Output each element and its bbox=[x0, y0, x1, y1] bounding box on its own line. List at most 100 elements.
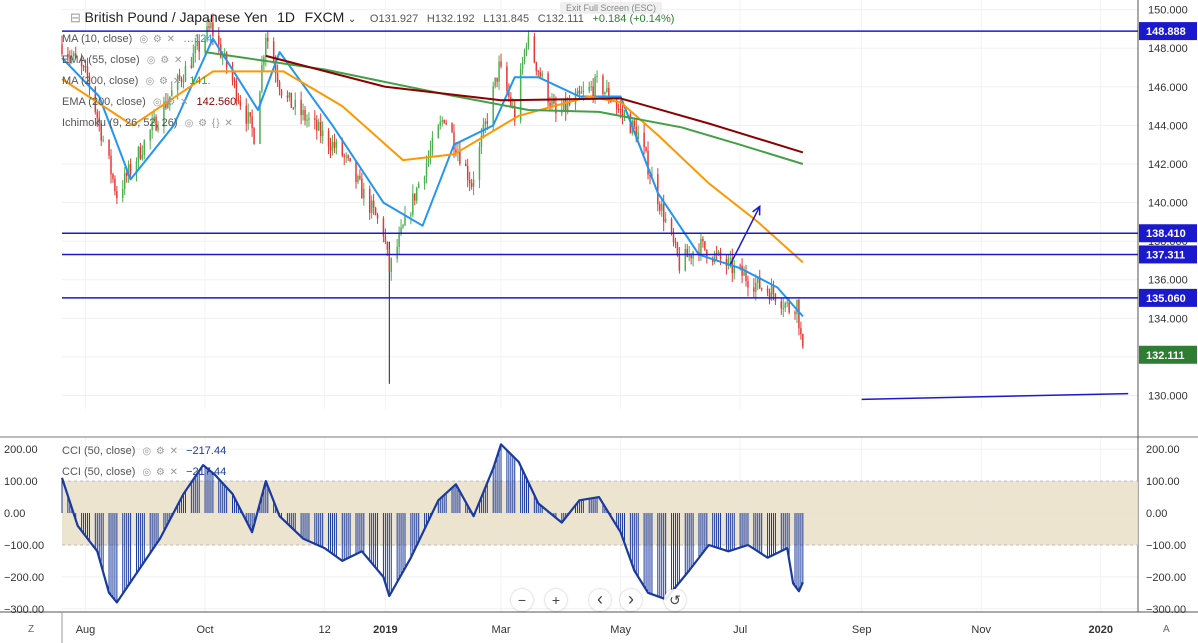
candle-body bbox=[521, 62, 524, 69]
candle-body bbox=[635, 126, 638, 140]
scroll-left-button[interactable]: ‹ bbox=[589, 589, 611, 611]
legend-ichimoku[interactable]: Ichimoku (9, 26, 52, 26) ◎ ⚙ {} ✕ bbox=[62, 117, 234, 129]
legend-ema200[interactable]: EMA (200, close) ◎ ⚙ ✕ 142.560 bbox=[62, 96, 236, 108]
legend-ma10[interactable]: MA (10, close) ◎ ⚙ ✕ …124 bbox=[62, 33, 212, 45]
candle-body bbox=[412, 193, 414, 215]
time-tick-label: 12 bbox=[319, 624, 331, 636]
candle-body bbox=[786, 302, 788, 304]
cci-tick-label-right: −100.00 bbox=[1146, 540, 1186, 552]
exit-full-screen-button[interactable]: Exit Full Screen (ESC) bbox=[560, 2, 663, 14]
candle-body bbox=[359, 176, 361, 179]
symbol-source[interactable]: FXCM bbox=[304, 9, 345, 25]
legend-settings-icon[interactable]: ◎ ⚙ ✕ bbox=[152, 97, 190, 108]
collapse-icon[interactable]: ⊟ bbox=[70, 10, 81, 25]
legend-ichimoku-label: Ichimoku (9, 26, 52, 26) bbox=[62, 117, 178, 129]
candle-body bbox=[747, 281, 749, 288]
chevron-down-icon[interactable]: ⌄ bbox=[347, 14, 357, 25]
auto-scale-button[interactable]: A bbox=[1163, 624, 1170, 635]
candle-body bbox=[86, 66, 89, 76]
candle-body bbox=[604, 92, 606, 94]
candle-body bbox=[519, 68, 522, 121]
candle-body bbox=[135, 161, 138, 174]
candle-body bbox=[647, 150, 649, 175]
candle-body bbox=[74, 53, 77, 59]
legend-ema200-label: EMA (200, close) bbox=[62, 96, 146, 108]
candle-body bbox=[370, 200, 373, 213]
candle-body bbox=[259, 91, 261, 144]
candle-body bbox=[306, 119, 308, 121]
candle-body bbox=[100, 123, 102, 141]
candle-body bbox=[782, 307, 785, 309]
legend-settings-icon[interactable]: ◎ ⚙ {} ✕ bbox=[184, 118, 234, 129]
candle-body bbox=[390, 258, 393, 272]
candle-body bbox=[129, 164, 132, 174]
legend-settings-icon[interactable]: ◎ ⚙ ✕ bbox=[146, 55, 184, 66]
candle-body bbox=[382, 218, 385, 237]
legend-settings-icon[interactable]: ◎ ⚙ ✕ bbox=[139, 34, 177, 45]
candle-body bbox=[112, 174, 114, 179]
legend-ma200[interactable]: MA (200, close) ◎ ⚙ ✕ 141. bbox=[62, 75, 211, 87]
candle-body bbox=[713, 253, 716, 263]
candle-body bbox=[578, 90, 581, 94]
symbol-interval[interactable]: 1D bbox=[277, 9, 295, 25]
candle-body bbox=[292, 107, 295, 109]
legend-settings-icon[interactable]: ◎ ⚙ ✕ bbox=[142, 446, 180, 457]
zoom-out-button[interactable]: − bbox=[511, 589, 533, 611]
candle-body bbox=[61, 44, 63, 55]
candle-body bbox=[690, 253, 692, 259]
candle-body bbox=[596, 75, 598, 77]
candle-body bbox=[743, 272, 745, 276]
candle-body bbox=[623, 113, 626, 115]
candle-body bbox=[423, 176, 426, 184]
candle-body bbox=[249, 112, 251, 117]
scroll-right-button[interactable]: › bbox=[620, 589, 642, 611]
candle-body bbox=[221, 56, 224, 58]
candle-body bbox=[110, 155, 112, 175]
candle-body bbox=[347, 155, 349, 159]
candle-body bbox=[396, 246, 398, 259]
cci-band bbox=[62, 481, 1138, 545]
candle-body bbox=[141, 154, 144, 159]
candle-body bbox=[127, 164, 130, 177]
candle-body bbox=[376, 214, 379, 219]
candle-body bbox=[768, 292, 771, 301]
price-level-tag-label: 137.311 bbox=[1146, 249, 1185, 261]
symbol-title[interactable]: British Pound / Japanese Yen bbox=[84, 9, 268, 25]
candle-body bbox=[480, 135, 483, 147]
reset-chart-button[interactable]: ↺ bbox=[664, 589, 686, 611]
trend-line bbox=[861, 392, 1129, 401]
candle-body bbox=[98, 117, 100, 124]
candle-body bbox=[329, 146, 332, 151]
candle-body bbox=[400, 227, 402, 235]
candle-body bbox=[592, 86, 594, 97]
candle-body bbox=[290, 92, 293, 108]
legend-cci-label: CCI (50, close) bbox=[62, 466, 136, 478]
candle-body bbox=[715, 253, 718, 255]
candle-body bbox=[770, 286, 773, 301]
timezone-button[interactable]: Z bbox=[28, 624, 35, 635]
legend-cci-1[interactable]: CCI (50, close) ◎ ⚙ ✕ −217.44 bbox=[62, 445, 226, 457]
legend-ema55[interactable]: EMA (55, close) ◎ ⚙ ✕ bbox=[62, 54, 187, 66]
legend-cci-2[interactable]: CCI (50, close) ◎ ⚙ ✕ −217.44 bbox=[62, 466, 226, 478]
legend-settings-icon[interactable]: ◎ ⚙ ✕ bbox=[145, 76, 183, 87]
candle-body bbox=[551, 100, 553, 107]
candle-body bbox=[664, 218, 667, 222]
candle-body bbox=[415, 187, 418, 201]
ohlc-high: H132.192 bbox=[426, 13, 475, 25]
candle-body bbox=[429, 149, 432, 158]
candle-body bbox=[374, 207, 377, 215]
candle-body bbox=[615, 102, 618, 109]
candle-body bbox=[484, 121, 487, 125]
candle-body bbox=[686, 248, 688, 258]
candle-body bbox=[361, 178, 363, 199]
legend-settings-icon[interactable]: ◎ ⚙ ✕ bbox=[142, 467, 180, 478]
price-tick-label: 150.000 bbox=[1148, 5, 1188, 17]
candle-body bbox=[796, 299, 798, 314]
candle-body bbox=[251, 116, 253, 129]
candle-body bbox=[331, 142, 334, 151]
series-ma-10-close- bbox=[61, 37, 804, 318]
candle-body bbox=[80, 58, 83, 67]
candle-body bbox=[802, 334, 804, 347]
zoom-in-button[interactable]: + bbox=[545, 589, 567, 611]
